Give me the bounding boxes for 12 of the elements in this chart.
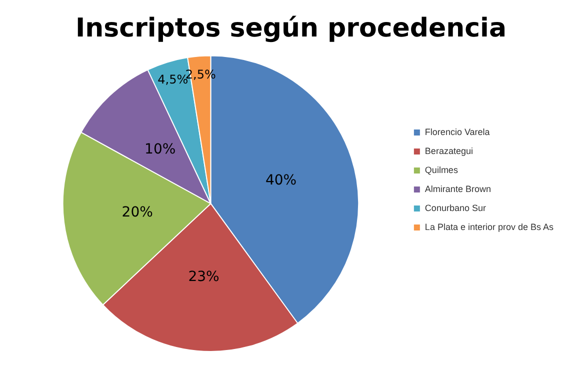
data-label: 20% [122, 204, 153, 221]
data-label: 4,5% [158, 72, 188, 87]
legend-label: La Plata e interior prov de Bs As [424, 222, 554, 232]
legend-label: Florencio Varela [424, 126, 490, 137]
data-label: 23% [188, 268, 220, 285]
legend-label: Quilmes [424, 164, 458, 175]
data-label: 40% [265, 172, 297, 188]
legend-label: Almirante Brown [424, 184, 491, 194]
chart-title: Inscriptos según procedencia [76, 13, 506, 44]
legend-label: Conurbano Sur [424, 202, 486, 213]
legend-label: Berazategui [424, 146, 473, 156]
data-label: 10% [144, 141, 176, 158]
